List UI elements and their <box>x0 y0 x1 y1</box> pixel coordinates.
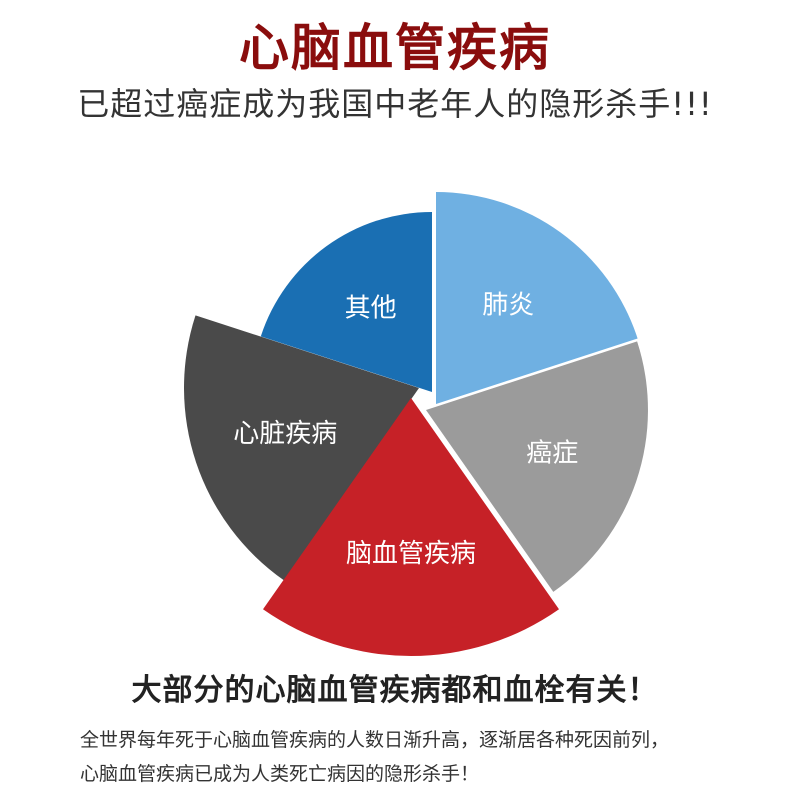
pie-slice <box>436 192 638 404</box>
pie-slice <box>184 315 419 581</box>
footer-body-line-2: 心脑血管疾病已成为人类死亡病因的隐形杀手！ <box>80 763 480 785</box>
pie-slice-label: 癌症 <box>526 438 578 468</box>
pie-slice <box>426 341 648 592</box>
page-subtitle: 已超过癌症成为我国中老年人的隐形杀手!!! <box>77 85 713 123</box>
pie-slice-label: 心脏疾病 <box>233 419 337 449</box>
footer-headline: 大部分的心脑血管疾病都和血栓有关！ <box>131 673 659 708</box>
page-title: 心脑血管疾病 <box>239 19 551 77</box>
pie-slice-label: 肺炎 <box>482 291 534 321</box>
pie-slice <box>263 398 559 656</box>
footer-body-line-1: 全世界每年死于心脑血管疾病的人数日渐升高，逐渐居各种死因前列， <box>80 729 670 751</box>
pie-slice-label: 其他 <box>345 294 397 324</box>
pie-slice-label: 脑血管疾病 <box>346 539 476 569</box>
pie-slice <box>260 212 432 392</box>
